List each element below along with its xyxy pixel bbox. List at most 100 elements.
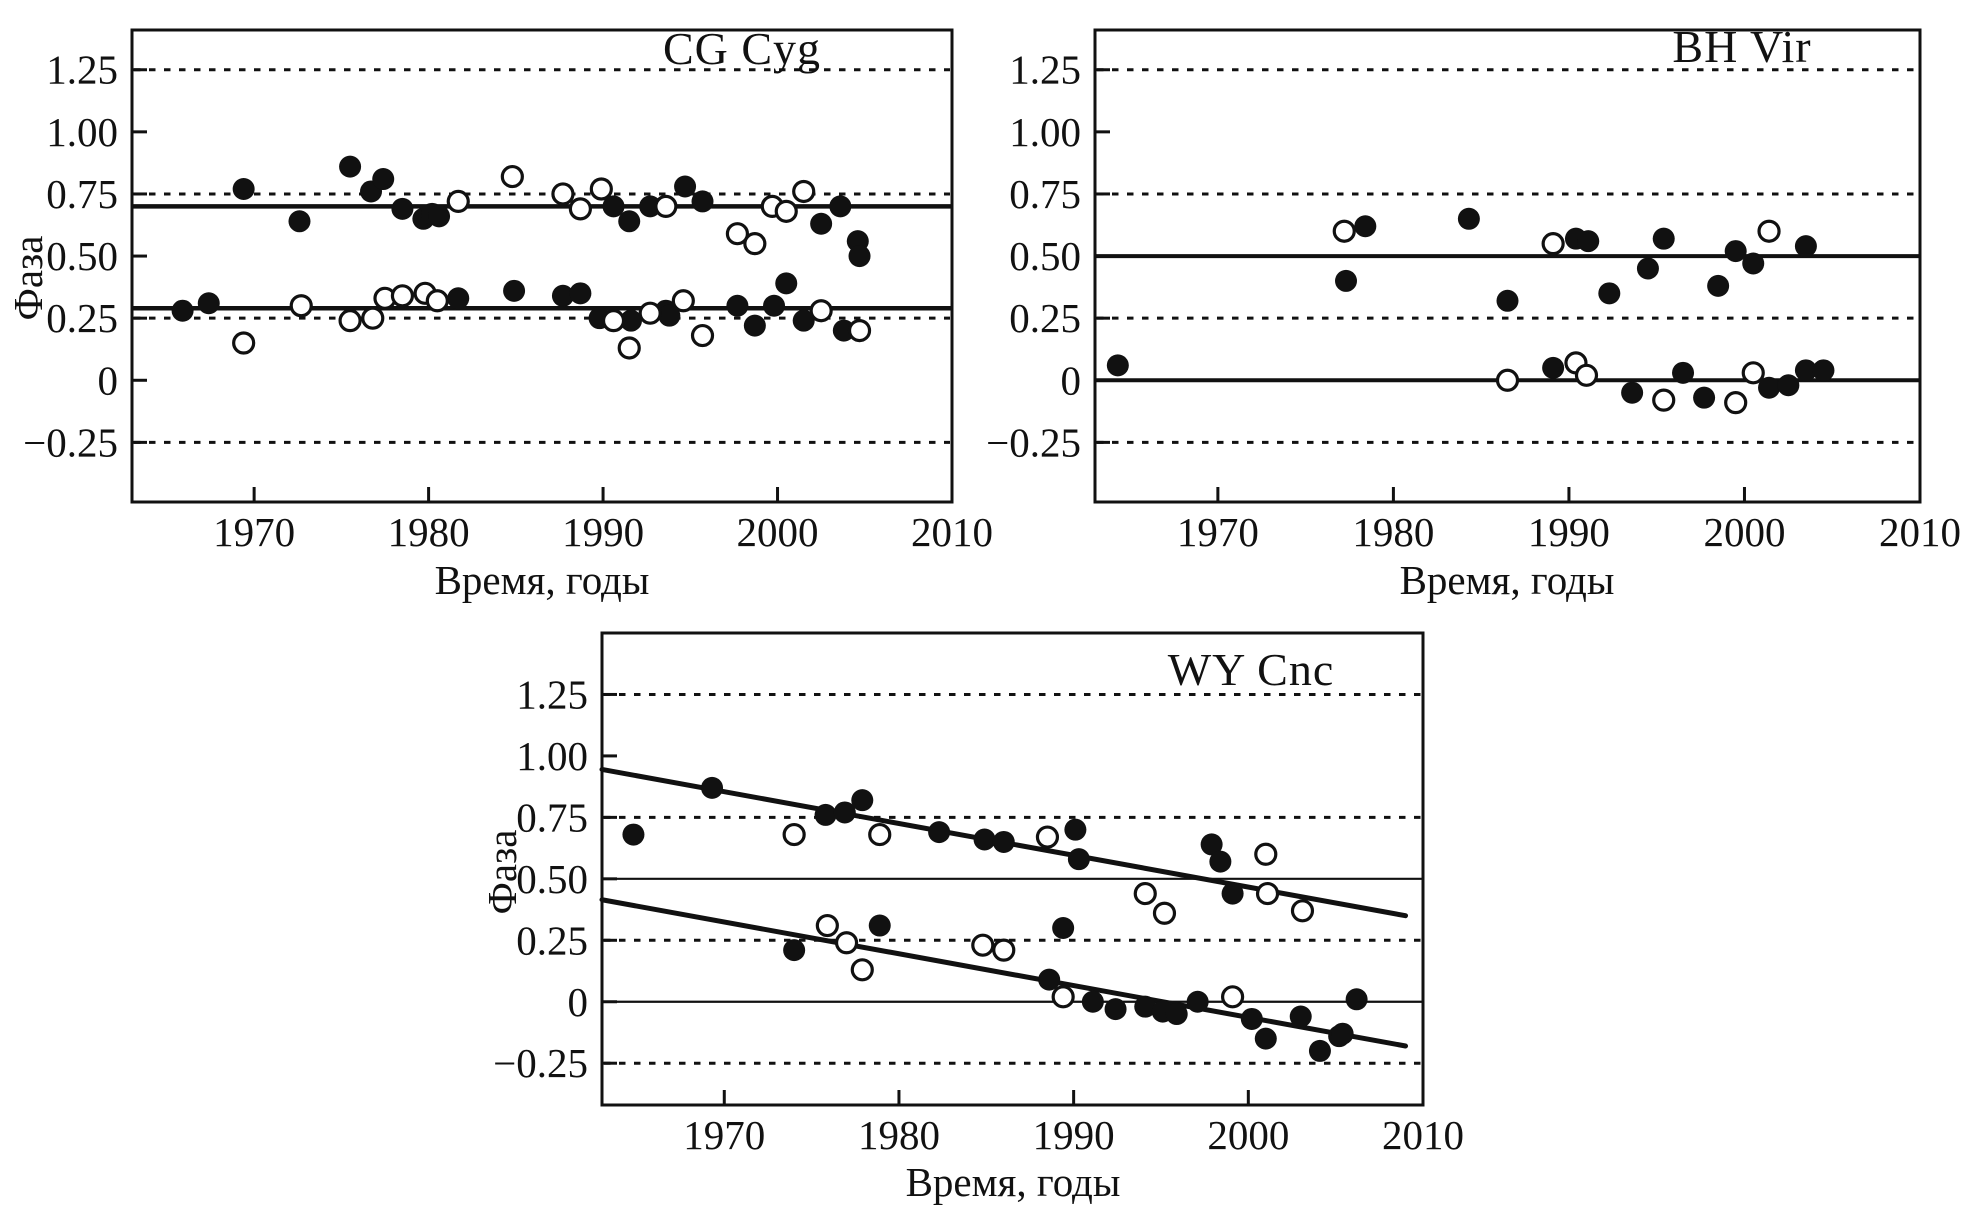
data-point-filled — [1254, 1027, 1277, 1050]
data-point-filled — [1693, 386, 1716, 409]
data-point-filled — [288, 210, 311, 233]
data-point-filled — [1742, 252, 1765, 275]
y-tick-label: 0.75 — [1009, 171, 1081, 217]
y-tick-label: 1.00 — [46, 109, 118, 155]
data-point-open — [809, 299, 833, 323]
data-point-filled — [973, 828, 996, 851]
data-point-filled — [701, 776, 724, 799]
x-tick-label: 2000 — [1207, 1112, 1289, 1158]
data-point-filled — [372, 168, 395, 191]
data-point-filled — [1542, 356, 1565, 379]
data-point-filled — [618, 210, 641, 233]
data-point-filled — [1724, 240, 1747, 263]
chart-title-bh-vir: BH Vir — [1672, 21, 1812, 72]
data-point-open — [992, 938, 1016, 962]
y-axis-label-wy-cnc: Фаза — [479, 829, 525, 915]
data-point-filled — [1758, 376, 1781, 399]
data-point-open — [671, 289, 695, 313]
data-point-filled — [829, 195, 852, 218]
data-point-filled — [674, 175, 697, 198]
data-point-open — [1495, 368, 1520, 392]
data-point-filled — [339, 155, 362, 178]
data-point-open — [743, 232, 767, 256]
data-point-open — [1133, 881, 1157, 906]
data-point-filled — [197, 292, 220, 315]
data-point-filled — [1064, 818, 1087, 841]
data-point-filled — [1221, 882, 1244, 905]
data-point-open — [1574, 363, 1599, 387]
y-tick-label: −0.25 — [23, 419, 118, 465]
y-tick-label: 0.50 — [516, 856, 588, 902]
x-tick-label: 1980 — [1352, 509, 1434, 555]
data-point-filled — [691, 190, 714, 213]
data-point-filled — [1165, 1003, 1188, 1026]
data-point-open — [971, 933, 995, 957]
data-point-filled — [763, 294, 786, 317]
y-tick-label: 0 — [568, 979, 589, 1025]
data-point-filled — [1331, 1022, 1354, 1045]
data-point-filled — [1104, 998, 1127, 1021]
data-point-filled — [428, 205, 451, 228]
data-point-open — [792, 179, 816, 204]
data-point-filled — [1081, 990, 1104, 1013]
data-point-filled — [851, 789, 874, 812]
y-tick-label: 0 — [98, 357, 119, 403]
data-point-filled — [551, 284, 574, 307]
data-point-open — [1652, 388, 1676, 412]
lower-trend-line — [599, 897, 1409, 1049]
data-point-filled — [1052, 917, 1075, 939]
data-point-filled — [810, 212, 833, 235]
data-point-open — [725, 222, 750, 246]
data-point-filled — [1345, 988, 1368, 1011]
data-point-open — [1757, 219, 1781, 243]
data-point-filled — [726, 294, 749, 317]
data-point-filled — [814, 803, 837, 826]
data-point-filled — [792, 309, 815, 332]
data-point-filled — [1496, 289, 1519, 312]
data-point-open — [638, 301, 662, 325]
y-tick-label: −0.25 — [986, 419, 1081, 465]
data-point-filled — [1812, 359, 1835, 382]
data-point-open — [1332, 219, 1356, 243]
data-point-open — [834, 931, 859, 955]
data-point-open — [617, 336, 641, 360]
data-point-open — [868, 822, 892, 847]
data-point-filled — [1457, 207, 1480, 230]
axis-box — [130, 28, 954, 504]
data-point-filled — [1354, 215, 1377, 238]
data-point-filled — [992, 830, 1015, 853]
y-tick-label: 1.00 — [516, 733, 588, 779]
chart-title-cg-cyg: CG Cyg — [662, 23, 822, 74]
axis-box — [600, 631, 1425, 1107]
data-point-filled — [928, 821, 951, 844]
data-point-open — [601, 309, 626, 333]
x-axis-label-wy-cnc: Время, годы — [905, 1159, 1121, 1205]
y-axis-label-cg-cyg: Фаза — [5, 235, 51, 321]
data-point-open — [289, 294, 313, 318]
data-point-open — [847, 318, 872, 343]
data-point-open — [782, 822, 806, 847]
data-point-filled — [1577, 230, 1600, 253]
y-tick-label: 0.25 — [516, 917, 588, 963]
data-point-filled — [1134, 995, 1157, 1018]
data-point-filled — [1067, 848, 1090, 871]
data-point-filled — [1652, 227, 1675, 250]
x-tick-label: 1980 — [858, 1112, 940, 1158]
data-point-filled — [1794, 235, 1817, 258]
y-tick-label: 0.50 — [46, 233, 118, 279]
data-point-open — [1741, 361, 1765, 385]
data-point-open — [1035, 825, 1060, 849]
data-point-filled — [868, 914, 891, 937]
x-tick-label: 2010 — [911, 509, 993, 555]
y-tick-label: 0.50 — [1009, 233, 1081, 279]
data-point-filled — [1598, 282, 1621, 305]
y-tick-label: 1.25 — [46, 47, 118, 93]
y-tick-label: 1.00 — [1009, 109, 1081, 155]
y-tick-label: 0.75 — [46, 171, 118, 217]
data-point-filled — [171, 299, 194, 322]
x-tick-label: 1990 — [562, 509, 644, 555]
x-axis-label-cg-cyg: Время, годы — [434, 557, 650, 603]
chart-title-wy-cnc: WY Cnc — [1167, 644, 1335, 695]
data-point-open — [1254, 842, 1278, 866]
